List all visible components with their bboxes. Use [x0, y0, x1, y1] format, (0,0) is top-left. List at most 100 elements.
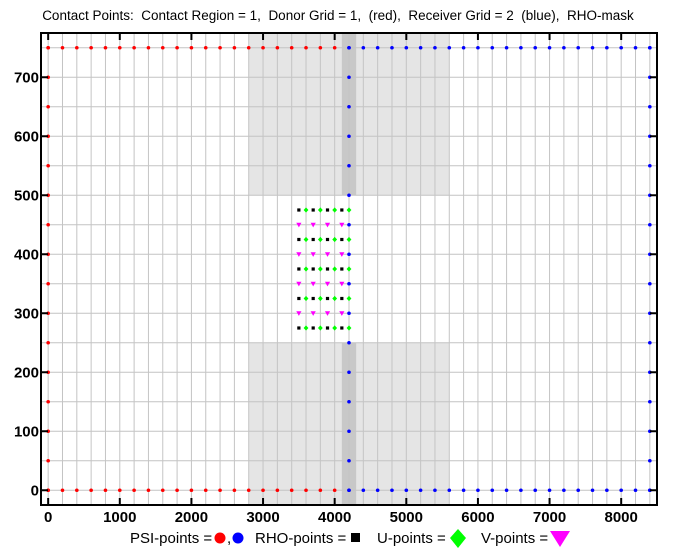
u-point — [317, 325, 323, 331]
psi-donor-point — [46, 45, 50, 50]
psi-donor-point — [332, 488, 337, 493]
psi-donor-point — [232, 488, 237, 493]
psi-donor-point — [46, 104, 50, 109]
x-tick-label: 4000 — [318, 509, 351, 526]
psi-donor-point — [160, 488, 165, 493]
psi-donor-point — [289, 45, 294, 50]
psi-receiver-point — [533, 488, 538, 493]
psi-donor-point — [46, 163, 50, 168]
psi-donor-point — [103, 488, 108, 493]
rho-point — [311, 208, 315, 212]
psi-receiver-point — [648, 458, 652, 463]
u-point — [332, 325, 338, 331]
v-point — [324, 252, 331, 257]
rho-point — [340, 296, 344, 301]
v-point — [324, 222, 331, 228]
v-point — [324, 281, 331, 287]
psi-receiver-point — [375, 45, 380, 50]
psi-receiver-point — [347, 488, 351, 493]
psi-donor-point — [261, 45, 265, 50]
psi-receiver-point — [347, 134, 351, 139]
psi-donor-point — [146, 45, 151, 50]
psi-donor-point — [89, 45, 93, 50]
psi-receiver-point — [347, 252, 351, 257]
psi-receiver-point — [476, 45, 480, 50]
psi-receiver-point — [418, 45, 423, 50]
legend-psi-label: PSI-points = — [130, 530, 212, 547]
v-point — [339, 281, 345, 287]
psi-donor-point — [289, 488, 294, 493]
psi-receiver-point — [447, 45, 452, 50]
psi-receiver-point — [390, 488, 394, 493]
psi-donor-point — [46, 281, 50, 286]
rho-point — [325, 326, 330, 330]
y-tick-label: 700 — [14, 69, 39, 86]
u-point — [346, 295, 352, 302]
psi-donor-point — [60, 488, 65, 493]
psi-receiver-point — [648, 281, 652, 286]
v-point — [296, 281, 302, 287]
psi-receiver-point — [347, 222, 351, 227]
v-point — [296, 222, 302, 228]
x-tick-label: 8000 — [604, 509, 637, 526]
psi-receiver-point — [648, 163, 652, 168]
psi-donor-point — [246, 488, 251, 493]
psi-receiver-point — [648, 45, 652, 50]
psi-receiver-point — [404, 45, 409, 50]
psi-donor-point — [117, 45, 122, 50]
rho-point — [311, 267, 315, 271]
x-tick-label: 7000 — [533, 509, 566, 526]
psi-donor-point — [46, 399, 50, 404]
psi-receiver-point — [633, 488, 638, 493]
u-point — [332, 236, 338, 243]
u-point — [346, 236, 352, 243]
rho-point — [340, 208, 344, 212]
rho-point — [297, 208, 301, 212]
psi-receiver-point — [461, 45, 466, 50]
psi-donor-point — [160, 45, 165, 50]
rho-point — [340, 326, 344, 330]
chart-title: Contact Points: Contact Region = 1, Dono… — [42, 8, 634, 23]
psi-receiver-point — [347, 75, 351, 80]
v-point — [310, 222, 316, 228]
rho-point — [311, 237, 315, 242]
v-point — [339, 252, 345, 257]
psi-receiver-point — [390, 45, 394, 50]
grid-lines — [41, 33, 657, 505]
psi-donor-point — [218, 488, 222, 493]
v-point — [324, 311, 331, 316]
x-tick-label: 2000 — [175, 509, 208, 526]
psi-receiver-point — [519, 45, 523, 50]
u-point — [332, 295, 338, 302]
psi-receiver-point — [347, 340, 351, 345]
legend: PSI-points = , RHO-points = U-points = V… — [130, 529, 570, 548]
psi-receiver-point — [361, 45, 366, 50]
psi-receiver-point — [490, 45, 495, 50]
v-point — [296, 311, 302, 316]
rho-point — [325, 267, 330, 271]
psi-receiver-point — [375, 488, 380, 493]
psi-receiver-point — [562, 488, 566, 493]
y-tick-label: 100 — [14, 423, 39, 440]
rho-point — [297, 237, 301, 242]
psi-donor-point — [132, 45, 136, 50]
u-point — [317, 295, 323, 302]
u-point — [303, 236, 309, 243]
psi-donor-point — [203, 488, 208, 493]
u-point — [317, 207, 323, 213]
legend-psi-sep: , — [227, 530, 231, 547]
rho-point — [340, 237, 344, 242]
legend-psi-red-marker — [214, 532, 226, 544]
psi-receiver-point — [562, 45, 566, 50]
psi-donor-point — [246, 45, 251, 50]
u-point — [303, 325, 309, 331]
y-tick-label: 300 — [14, 305, 39, 322]
psi-donor-point — [46, 340, 50, 345]
rho-point — [311, 296, 315, 301]
psi-donor-point — [46, 222, 50, 227]
axes: 0 1000 2000 3000 4000 5000 6000 7000 8000 0 100 200… — [14, 32, 658, 526]
psi-donor-point — [75, 488, 79, 493]
psi-donor-point — [275, 45, 280, 50]
rho-point — [297, 296, 301, 301]
